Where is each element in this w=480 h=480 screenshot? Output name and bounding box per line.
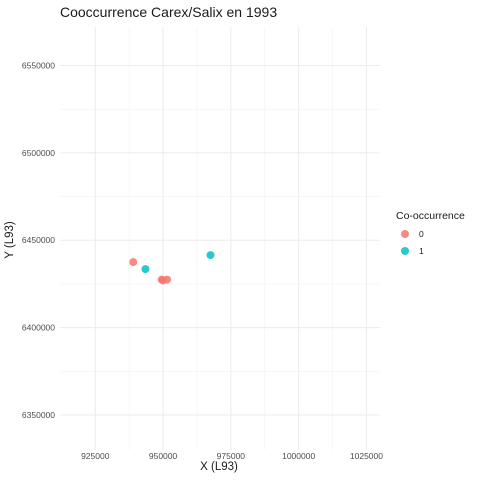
data-point-series-0 <box>163 275 172 284</box>
y-tick-labels: 6350000 6400000 6450000 6500000 6550000 <box>22 60 55 420</box>
grid-lines <box>60 27 380 450</box>
x-axis-title: X (L93) <box>200 461 238 473</box>
x-tick-label: 925000 <box>81 451 110 461</box>
x-tick-label: 1000000 <box>282 451 315 461</box>
legend-key-1 <box>401 247 409 255</box>
y-tick-label: 6500000 <box>22 148 55 158</box>
x-tick-labels: 925000 950000 975000 1000000 1025000 <box>81 451 383 461</box>
y-tick-label: 6550000 <box>22 60 55 70</box>
data-point-series-1 <box>141 265 150 274</box>
legend: Co-occurrence 01 <box>396 210 465 256</box>
legend-key-0 <box>401 230 409 238</box>
legend-label-1: 1 <box>419 246 424 256</box>
y-axis-title: Y (L93) <box>4 221 16 259</box>
data-point-series-0 <box>129 258 138 267</box>
y-tick-label: 6400000 <box>22 323 55 333</box>
data-points <box>129 251 215 285</box>
data-point-series-1 <box>206 251 215 260</box>
legend-items: 01 <box>401 229 424 256</box>
legend-label-0: 0 <box>419 229 424 239</box>
y-tick-label: 6450000 <box>22 235 55 245</box>
x-tick-label: 975000 <box>217 451 246 461</box>
chart-title: Cooccurrence Carex/Salix en 1993 <box>60 4 277 20</box>
x-tick-label: 950000 <box>149 451 178 461</box>
legend-title: Co-occurrence <box>396 210 465 222</box>
y-tick-label: 6350000 <box>22 410 55 420</box>
x-tick-label: 1025000 <box>350 451 383 461</box>
